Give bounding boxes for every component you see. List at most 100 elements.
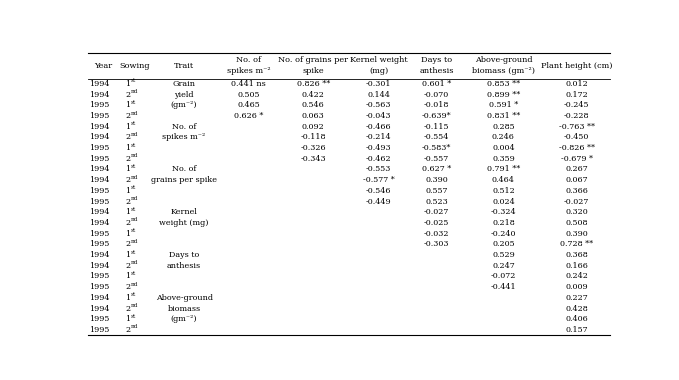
Text: (gm⁻²): (gm⁻²) (171, 315, 198, 323)
Text: 1995: 1995 (89, 241, 109, 249)
Text: 2: 2 (126, 283, 130, 291)
Text: 0.009: 0.009 (566, 283, 588, 291)
Text: -0.032: -0.032 (424, 230, 449, 238)
Text: 2: 2 (126, 241, 130, 249)
Text: -0.449: -0.449 (366, 198, 392, 206)
Text: 0.728 **: 0.728 ** (560, 241, 593, 249)
Text: nd: nd (131, 111, 139, 116)
Text: 0.853 **: 0.853 ** (487, 80, 520, 88)
Text: weight (mg): weight (mg) (160, 219, 209, 227)
Text: -0.018: -0.018 (424, 101, 449, 109)
Text: biomass: biomass (168, 304, 201, 312)
Text: 0.601 *: 0.601 * (422, 80, 452, 88)
Text: Year: Year (94, 62, 113, 70)
Text: Above-ground: Above-ground (475, 56, 532, 64)
Text: yield: yield (175, 90, 194, 99)
Text: 1: 1 (126, 123, 130, 131)
Text: nd: nd (131, 303, 139, 308)
Text: nd: nd (131, 196, 139, 201)
Text: No. of grains per: No. of grains per (278, 56, 348, 64)
Text: 1: 1 (126, 144, 130, 152)
Text: 0.422: 0.422 (302, 90, 325, 99)
Text: 0.591 *: 0.591 * (489, 101, 518, 109)
Text: 0.546: 0.546 (302, 101, 325, 109)
Text: 0.063: 0.063 (302, 112, 325, 120)
Text: 2: 2 (126, 133, 130, 141)
Text: 1995: 1995 (89, 272, 109, 280)
Text: 2: 2 (126, 304, 130, 312)
Text: 0.791 **: 0.791 ** (487, 166, 520, 174)
Text: nd: nd (131, 239, 139, 244)
Text: 2: 2 (126, 112, 130, 120)
Text: 0.508: 0.508 (566, 219, 588, 227)
Text: st: st (131, 228, 136, 233)
Text: 1994: 1994 (89, 251, 109, 259)
Text: 0.359: 0.359 (492, 155, 515, 163)
Text: 0.831 **: 0.831 ** (487, 112, 520, 120)
Text: 0.366: 0.366 (565, 187, 588, 195)
Text: st: st (131, 78, 136, 84)
Text: 0.320: 0.320 (566, 208, 588, 216)
Text: 0.012: 0.012 (566, 80, 588, 88)
Text: 0.067: 0.067 (566, 176, 588, 184)
Text: -0.043: -0.043 (366, 112, 391, 120)
Text: -0.214: -0.214 (366, 133, 392, 141)
Text: 1995: 1995 (89, 283, 109, 291)
Text: -0.583*: -0.583* (422, 144, 452, 152)
Text: 1994: 1994 (89, 90, 109, 99)
Text: Days to: Days to (169, 251, 199, 259)
Text: nd: nd (131, 89, 139, 94)
Text: -0.070: -0.070 (424, 90, 449, 99)
Text: -0.118: -0.118 (301, 133, 326, 141)
Text: -0.450: -0.450 (564, 133, 589, 141)
Text: st: st (131, 164, 136, 169)
Text: Kernel weight: Kernel weight (350, 56, 407, 64)
Text: 0.899 **: 0.899 ** (487, 90, 520, 99)
Text: 0.512: 0.512 (492, 187, 515, 195)
Text: 0.390: 0.390 (566, 230, 588, 238)
Text: 0.218: 0.218 (492, 219, 515, 227)
Text: 1994: 1994 (89, 219, 109, 227)
Text: -0.240: -0.240 (491, 230, 516, 238)
Text: Plant height (cm): Plant height (cm) (541, 62, 612, 70)
Text: 1995: 1995 (89, 198, 109, 206)
Text: 1: 1 (126, 101, 130, 109)
Text: nd: nd (131, 282, 139, 287)
Text: 0.246: 0.246 (492, 133, 515, 141)
Text: Above-ground: Above-ground (155, 294, 213, 302)
Text: 2: 2 (126, 326, 130, 334)
Text: 1994: 1994 (89, 294, 109, 302)
Text: 1995: 1995 (89, 101, 109, 109)
Text: 0.166: 0.166 (565, 262, 588, 270)
Text: -0.577 *: -0.577 * (363, 176, 394, 184)
Text: Trait: Trait (174, 62, 194, 70)
Text: -0.072: -0.072 (491, 272, 516, 280)
Text: -0.493: -0.493 (366, 144, 392, 152)
Text: 1: 1 (126, 272, 130, 280)
Text: -0.553: -0.553 (366, 166, 391, 174)
Text: 1: 1 (126, 80, 130, 88)
Text: nd: nd (131, 175, 139, 180)
Text: 1: 1 (126, 294, 130, 302)
Text: 1994: 1994 (89, 123, 109, 131)
Text: 0.157: 0.157 (566, 326, 588, 334)
Text: 1: 1 (126, 251, 130, 259)
Text: (mg): (mg) (369, 67, 388, 75)
Text: 0.557: 0.557 (426, 187, 448, 195)
Text: 1995: 1995 (89, 187, 109, 195)
Text: 0.144: 0.144 (367, 90, 390, 99)
Text: 1: 1 (126, 166, 130, 174)
Text: -0.027: -0.027 (424, 208, 449, 216)
Text: nd: nd (131, 153, 139, 158)
Text: 0.505: 0.505 (238, 90, 260, 99)
Text: nd: nd (131, 260, 139, 265)
Text: -0.557: -0.557 (424, 155, 449, 163)
Text: 0.227: 0.227 (566, 294, 588, 302)
Text: 2: 2 (126, 155, 130, 163)
Text: 0.285: 0.285 (492, 123, 515, 131)
Text: Kernel: Kernel (170, 208, 198, 216)
Text: st: st (131, 185, 136, 190)
Text: st: st (131, 271, 136, 276)
Text: 2: 2 (126, 176, 130, 184)
Text: nd: nd (131, 217, 139, 222)
